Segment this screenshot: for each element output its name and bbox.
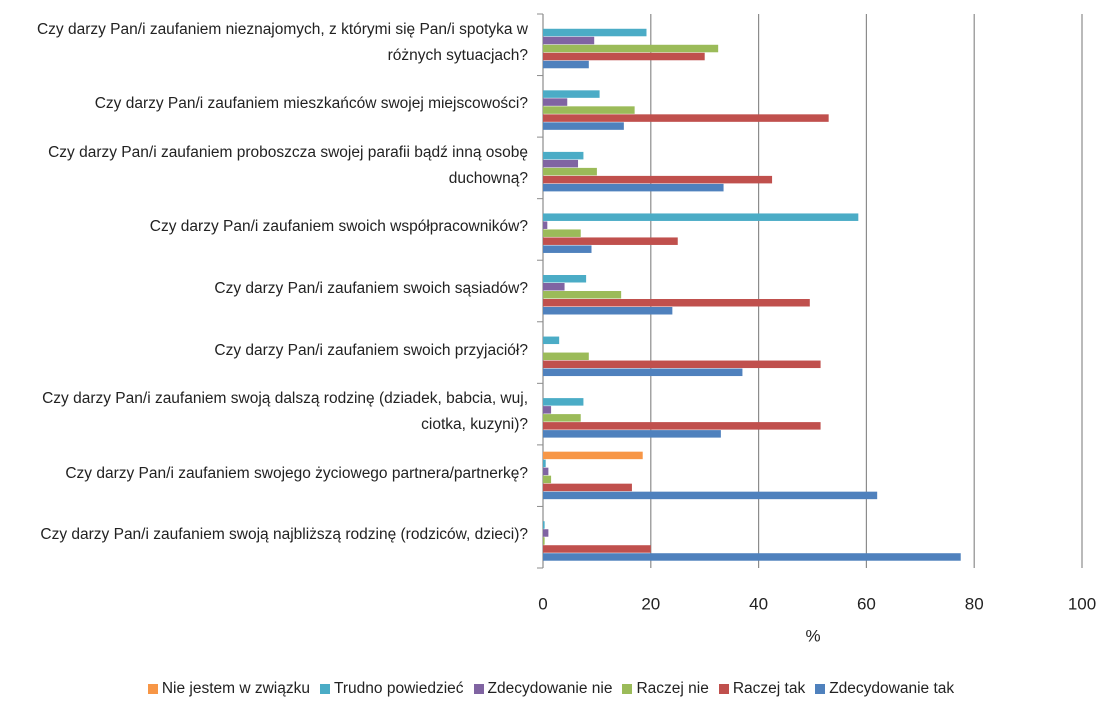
bar — [543, 422, 821, 430]
y-tick-label: Czy darzy Pan/i zaufaniem swojego życiow… — [65, 464, 528, 482]
bar — [543, 90, 600, 98]
legend-label: Raczej nie — [636, 680, 709, 697]
bar — [543, 459, 546, 468]
y-tick-label: Czy darzy Pan/i zaufaniem swoich współpr… — [149, 218, 528, 236]
bar — [543, 467, 549, 476]
legend-swatch — [147, 684, 158, 694]
y-tick-label: Czy darzy Pan/i zaufaniem swoją najbliżs… — [40, 526, 528, 544]
y-tick-label: Czy darzy Pan/i zaufaniem mieszkańców sw… — [94, 95, 528, 113]
bar — [543, 122, 624, 130]
bar — [543, 291, 622, 299]
y-tick-label: Czy darzy Pan/i zaufaniem swoją dalszą r… — [42, 390, 528, 434]
y-tick-label: Czy darzy Pan/i zaufaniem swoich sąsiadó… — [214, 280, 528, 297]
bar — [543, 336, 560, 345]
bar — [543, 98, 568, 106]
legend-swatch — [319, 684, 330, 694]
x-tick-label: 40 — [749, 594, 768, 613]
bar — [543, 60, 589, 69]
x-tick-label: 60 — [857, 594, 876, 613]
bar — [543, 28, 647, 37]
bar — [543, 52, 705, 61]
bar — [543, 491, 878, 500]
bar — [543, 398, 584, 406]
bar — [543, 475, 552, 484]
bar — [543, 483, 632, 492]
bar — [543, 213, 859, 221]
bar — [543, 44, 719, 53]
bar — [543, 36, 595, 45]
legend-item: Raczej tak — [718, 680, 806, 698]
y-tick-label: Czy darzy Pan/i zaufaniem nieznajomych, … — [36, 20, 528, 64]
y-tick-label: Czy darzy Pan/i zaufaniem proboszcza swo… — [48, 143, 528, 187]
bar — [543, 114, 829, 122]
x-tick-label: 100 — [1068, 594, 1096, 613]
bar — [543, 414, 581, 422]
legend-item: Raczej nie — [622, 680, 709, 698]
bar — [543, 167, 597, 176]
legend-label: Zdecydowanie tak — [829, 680, 955, 697]
legend-item: Zdecydowanie nie — [473, 680, 613, 698]
bar — [543, 406, 552, 414]
bar — [543, 245, 592, 253]
legend-label: Nie jestem w związku — [161, 680, 310, 697]
legend-label: Trudno powiedzieć — [333, 680, 464, 697]
bar — [543, 221, 548, 229]
bar — [543, 151, 584, 160]
bar — [543, 368, 743, 377]
y-tick-label: Czy darzy Pan/i zaufaniem swoich przyjac… — [214, 341, 528, 359]
legend-label: Raczej tak — [732, 680, 806, 697]
bar — [543, 299, 810, 307]
bar — [543, 553, 961, 561]
legend-swatch — [622, 684, 633, 694]
bar — [543, 545, 651, 553]
bar — [543, 229, 581, 237]
bar — [543, 430, 721, 438]
legend-swatch — [815, 684, 826, 694]
legend-item: Zdecydowanie tak — [815, 680, 954, 698]
legend-swatch — [473, 684, 484, 694]
legend: Nie jestem w związku Trudno powiedzieć Zde… — [0, 680, 1102, 698]
bar — [543, 237, 678, 245]
x-tick-label: 0 — [538, 594, 547, 613]
bar — [543, 451, 643, 460]
bar — [543, 352, 589, 361]
bar — [543, 106, 635, 114]
x-axis-title: % — [805, 626, 820, 645]
legend-item: Trudno powiedzieć — [319, 680, 464, 698]
legend-swatch — [718, 684, 729, 694]
x-tick-label: 80 — [965, 594, 984, 613]
bar — [543, 159, 579, 168]
bar — [543, 183, 724, 192]
legend-label: Zdecydowanie nie — [487, 680, 613, 697]
bar — [543, 307, 673, 315]
bar — [543, 529, 549, 537]
bar — [543, 537, 545, 545]
bar — [543, 283, 565, 291]
bar — [543, 275, 587, 283]
bar — [543, 360, 821, 369]
x-tick-label: 20 — [641, 594, 660, 613]
bar — [543, 175, 773, 184]
legend-item: Nie jestem w związku — [147, 680, 310, 698]
bar — [543, 521, 545, 529]
